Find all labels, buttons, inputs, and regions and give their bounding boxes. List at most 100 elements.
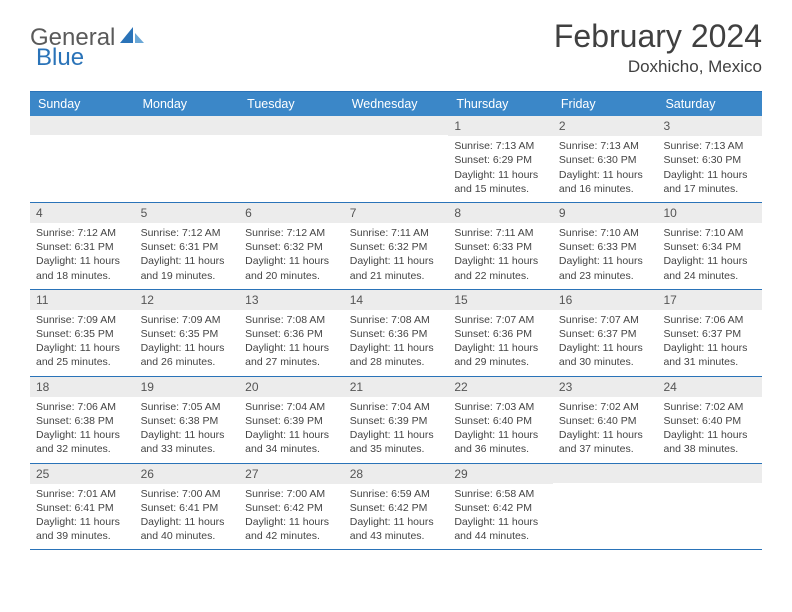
- title-block: February 2024 Doxhicho, Mexico: [554, 18, 762, 77]
- day-cell: 12Sunrise: 7:09 AMSunset: 6:35 PMDayligh…: [135, 290, 240, 376]
- day-cell: 7Sunrise: 7:11 AMSunset: 6:32 PMDaylight…: [344, 203, 449, 289]
- daylight-text: Daylight: 11 hours and 18 minutes.: [36, 254, 129, 282]
- day-number: 18: [30, 377, 135, 397]
- sunset-text: Sunset: 6:42 PM: [350, 501, 443, 515]
- day-details: Sunrise: 7:06 AMSunset: 6:37 PMDaylight:…: [657, 310, 762, 376]
- day-number: 26: [135, 464, 240, 484]
- day-number: 9: [553, 203, 658, 223]
- sunrise-text: Sunrise: 7:02 AM: [663, 400, 756, 414]
- sunset-text: Sunset: 6:31 PM: [141, 240, 234, 254]
- day-details: Sunrise: 7:06 AMSunset: 6:38 PMDaylight:…: [30, 397, 135, 463]
- sunrise-text: Sunrise: 7:13 AM: [559, 139, 652, 153]
- sunset-text: Sunset: 6:42 PM: [245, 501, 338, 515]
- day-cell: 27Sunrise: 7:00 AMSunset: 6:42 PMDayligh…: [239, 464, 344, 550]
- day-details: Sunrise: 7:12 AMSunset: 6:31 PMDaylight:…: [135, 223, 240, 289]
- day-number: 12: [135, 290, 240, 310]
- sunrise-text: Sunrise: 7:12 AM: [36, 226, 129, 240]
- daylight-text: Daylight: 11 hours and 36 minutes.: [454, 428, 547, 456]
- week-row: 1Sunrise: 7:13 AMSunset: 6:29 PMDaylight…: [30, 116, 762, 203]
- day-number: 25: [30, 464, 135, 484]
- day-details: Sunrise: 7:00 AMSunset: 6:42 PMDaylight:…: [239, 484, 344, 550]
- day-details: Sunrise: 7:10 AMSunset: 6:34 PMDaylight:…: [657, 223, 762, 289]
- day-details: Sunrise: 7:02 AMSunset: 6:40 PMDaylight:…: [553, 397, 658, 463]
- sunset-text: Sunset: 6:36 PM: [245, 327, 338, 341]
- sunrise-text: Sunrise: 7:09 AM: [36, 313, 129, 327]
- sunset-text: Sunset: 6:40 PM: [663, 414, 756, 428]
- day-header: Tuesday: [239, 92, 344, 116]
- day-details: Sunrise: 7:09 AMSunset: 6:35 PMDaylight:…: [30, 310, 135, 376]
- day-details: Sunrise: 7:12 AMSunset: 6:32 PMDaylight:…: [239, 223, 344, 289]
- day-number: 27: [239, 464, 344, 484]
- daylight-text: Daylight: 11 hours and 21 minutes.: [350, 254, 443, 282]
- sunset-text: Sunset: 6:41 PM: [36, 501, 129, 515]
- day-cell: 10Sunrise: 7:10 AMSunset: 6:34 PMDayligh…: [657, 203, 762, 289]
- daylight-text: Daylight: 11 hours and 20 minutes.: [245, 254, 338, 282]
- sunrise-text: Sunrise: 7:00 AM: [141, 487, 234, 501]
- daylight-text: Daylight: 11 hours and 37 minutes.: [559, 428, 652, 456]
- day-details: Sunrise: 7:11 AMSunset: 6:33 PMDaylight:…: [448, 223, 553, 289]
- day-number: [344, 116, 449, 135]
- daylight-text: Daylight: 11 hours and 35 minutes.: [350, 428, 443, 456]
- logo-word2: Blue: [36, 44, 84, 72]
- day-cell: 2Sunrise: 7:13 AMSunset: 6:30 PMDaylight…: [553, 116, 658, 202]
- day-number: 17: [657, 290, 762, 310]
- day-number: 19: [135, 377, 240, 397]
- day-cell: [657, 464, 762, 550]
- day-details: Sunrise: 7:10 AMSunset: 6:33 PMDaylight:…: [553, 223, 658, 289]
- day-cell: [135, 116, 240, 202]
- day-number: 28: [344, 464, 449, 484]
- sunrise-text: Sunrise: 7:04 AM: [245, 400, 338, 414]
- sunset-text: Sunset: 6:38 PM: [141, 414, 234, 428]
- sunrise-text: Sunrise: 7:08 AM: [350, 313, 443, 327]
- day-cell: [344, 116, 449, 202]
- daylight-text: Daylight: 11 hours and 34 minutes.: [245, 428, 338, 456]
- day-details: Sunrise: 6:58 AMSunset: 6:42 PMDaylight:…: [448, 484, 553, 550]
- day-details: Sunrise: 7:09 AMSunset: 6:35 PMDaylight:…: [135, 310, 240, 376]
- daylight-text: Daylight: 11 hours and 38 minutes.: [663, 428, 756, 456]
- daylight-text: Daylight: 11 hours and 22 minutes.: [454, 254, 547, 282]
- day-cell: 5Sunrise: 7:12 AMSunset: 6:31 PMDaylight…: [135, 203, 240, 289]
- sunset-text: Sunset: 6:35 PM: [141, 327, 234, 341]
- day-header-row: Sunday Monday Tuesday Wednesday Thursday…: [30, 92, 762, 116]
- day-cell: 1Sunrise: 7:13 AMSunset: 6:29 PMDaylight…: [448, 116, 553, 202]
- sunrise-text: Sunrise: 6:59 AM: [350, 487, 443, 501]
- day-details: Sunrise: 7:12 AMSunset: 6:31 PMDaylight:…: [30, 223, 135, 289]
- day-number: [657, 464, 762, 483]
- day-details: Sunrise: 7:11 AMSunset: 6:32 PMDaylight:…: [344, 223, 449, 289]
- sunrise-text: Sunrise: 7:10 AM: [559, 226, 652, 240]
- day-cell: 17Sunrise: 7:06 AMSunset: 6:37 PMDayligh…: [657, 290, 762, 376]
- sunrise-text: Sunrise: 7:04 AM: [350, 400, 443, 414]
- day-details: Sunrise: 7:04 AMSunset: 6:39 PMDaylight:…: [239, 397, 344, 463]
- day-cell: 16Sunrise: 7:07 AMSunset: 6:37 PMDayligh…: [553, 290, 658, 376]
- daylight-text: Daylight: 11 hours and 30 minutes.: [559, 341, 652, 369]
- weeks-container: 1Sunrise: 7:13 AMSunset: 6:29 PMDaylight…: [30, 116, 762, 550]
- daylight-text: Daylight: 11 hours and 19 minutes.: [141, 254, 234, 282]
- daylight-text: Daylight: 11 hours and 40 minutes.: [141, 515, 234, 543]
- day-cell: 3Sunrise: 7:13 AMSunset: 6:30 PMDaylight…: [657, 116, 762, 202]
- daylight-text: Daylight: 11 hours and 44 minutes.: [454, 515, 547, 543]
- daylight-text: Daylight: 11 hours and 31 minutes.: [663, 341, 756, 369]
- day-cell: 29Sunrise: 6:58 AMSunset: 6:42 PMDayligh…: [448, 464, 553, 550]
- sunrise-text: Sunrise: 7:05 AM: [141, 400, 234, 414]
- day-header: Thursday: [448, 92, 553, 116]
- day-number: 5: [135, 203, 240, 223]
- sunset-text: Sunset: 6:36 PM: [454, 327, 547, 341]
- sunrise-text: Sunrise: 7:06 AM: [36, 400, 129, 414]
- day-details: Sunrise: 7:08 AMSunset: 6:36 PMDaylight:…: [344, 310, 449, 376]
- sunrise-text: Sunrise: 7:11 AM: [350, 226, 443, 240]
- sunrise-text: Sunrise: 7:02 AM: [559, 400, 652, 414]
- day-number: 2: [553, 116, 658, 136]
- day-number: [30, 116, 135, 135]
- week-row: 11Sunrise: 7:09 AMSunset: 6:35 PMDayligh…: [30, 290, 762, 377]
- daylight-text: Daylight: 11 hours and 28 minutes.: [350, 341, 443, 369]
- day-number: 7: [344, 203, 449, 223]
- sunset-text: Sunset: 6:41 PM: [141, 501, 234, 515]
- day-cell: 13Sunrise: 7:08 AMSunset: 6:36 PMDayligh…: [239, 290, 344, 376]
- day-cell: 18Sunrise: 7:06 AMSunset: 6:38 PMDayligh…: [30, 377, 135, 463]
- sunrise-text: Sunrise: 6:58 AM: [454, 487, 547, 501]
- day-number: 22: [448, 377, 553, 397]
- sunset-text: Sunset: 6:38 PM: [36, 414, 129, 428]
- sunrise-text: Sunrise: 7:13 AM: [454, 139, 547, 153]
- sunset-text: Sunset: 6:30 PM: [559, 153, 652, 167]
- day-details: Sunrise: 7:02 AMSunset: 6:40 PMDaylight:…: [657, 397, 762, 463]
